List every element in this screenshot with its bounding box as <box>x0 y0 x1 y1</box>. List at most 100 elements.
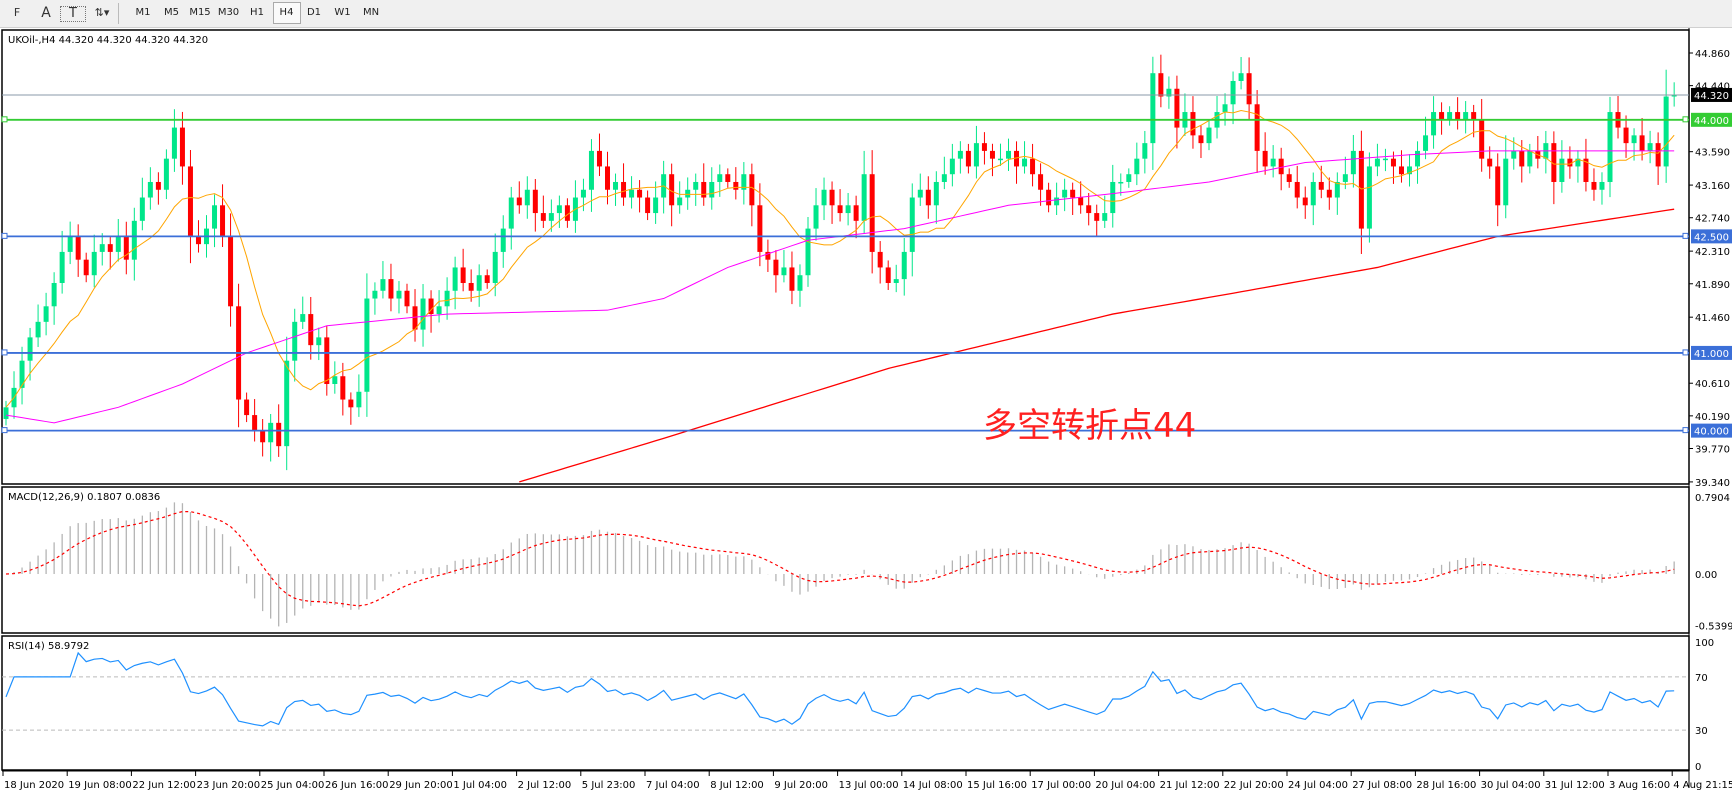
time-axis-label: 22 Jun 12:00 <box>132 780 196 791</box>
candle <box>1407 154 1412 187</box>
candle-body <box>420 298 426 330</box>
text-label-icon[interactable]: T <box>60 6 86 22</box>
candle <box>123 221 129 275</box>
candle <box>524 176 530 219</box>
candle-body <box>1639 135 1645 151</box>
candle <box>1278 147 1284 191</box>
candle <box>484 269 490 289</box>
level-handle <box>1 116 8 123</box>
timeframe-m15-button[interactable]: M15 <box>189 7 211 18</box>
candle-body <box>195 236 201 245</box>
chart-window[interactable]: 44.860 44.440 43.590 43.160 42.740 42.310 41.8… <box>0 28 1732 793</box>
candle <box>332 361 338 394</box>
candle-body <box>580 189 586 198</box>
candle-body <box>749 174 755 206</box>
candle <box>1150 56 1156 170</box>
candle <box>1126 168 1132 188</box>
candle <box>460 248 466 292</box>
candle <box>1607 96 1613 198</box>
candle-body <box>877 251 883 268</box>
candle-body <box>1551 143 1557 182</box>
candle-body <box>741 174 747 190</box>
candle-body <box>1559 158 1565 182</box>
candle-body <box>1567 158 1573 167</box>
rsi-axis-label: 70 <box>1695 673 1708 684</box>
price-axis-label: 39.340 <box>1695 478 1730 489</box>
level-handle <box>1 349 8 356</box>
timeframe-mn-button[interactable]: MN <box>362 7 380 18</box>
rsi-axis-label: 100 <box>1695 638 1714 649</box>
candle-body <box>693 181 699 190</box>
candle <box>588 139 594 212</box>
candle-body <box>548 213 554 221</box>
candle-body <box>1158 73 1164 97</box>
candle-body <box>67 236 73 252</box>
timeframe-m5-button[interactable]: M5 <box>164 7 179 18</box>
text-icon[interactable]: A <box>34 3 58 23</box>
level-price-tag <box>1691 423 1732 438</box>
candle-body <box>324 337 330 385</box>
time-axis-label: 20 Jul 04:00 <box>1095 780 1155 791</box>
candle <box>1014 141 1020 184</box>
candle <box>388 263 394 312</box>
candle-body <box>1655 143 1661 167</box>
level-price-label: 44.000 <box>1694 116 1729 127</box>
level-handle <box>1 427 8 434</box>
candle <box>1575 150 1581 183</box>
candle <box>1094 204 1100 238</box>
timeframe-h4-button[interactable]: H4 <box>272 2 301 24</box>
candle <box>869 150 875 274</box>
rsi-axis-label: 30 <box>1695 726 1708 737</box>
candle <box>877 241 883 284</box>
candle <box>228 213 234 327</box>
candle-body <box>789 267 795 291</box>
candle-body <box>1575 158 1581 167</box>
candle-body <box>1415 150 1421 167</box>
candle-body <box>1366 166 1372 229</box>
candle <box>1463 101 1469 134</box>
timeframe-h1-button[interactable]: H1 <box>250 7 264 18</box>
candle <box>709 167 715 210</box>
chart-canvas[interactable]: 44.860 44.440 43.590 43.160 42.740 42.310 41.8… <box>0 28 1732 793</box>
candle-body <box>99 244 105 252</box>
candle <box>1655 132 1661 185</box>
candle <box>1527 143 1533 174</box>
time-axis-label: 14 Jul 08:00 <box>903 780 963 791</box>
timeframe-w1-button[interactable]: W1 <box>334 7 351 18</box>
price-axis-label: 43.590 <box>1695 148 1730 159</box>
candle <box>292 308 298 382</box>
time-axis-label: 8 Jul 12:00 <box>710 780 764 791</box>
rsi-title: RSI(14) 58.9792 <box>8 641 89 652</box>
candle-body <box>1663 96 1669 167</box>
arrows-icon[interactable]: ⇅▾ <box>94 6 110 19</box>
time-axis-label: 25 Jun 04:00 <box>261 780 325 791</box>
candle-body <box>1046 189 1052 206</box>
candle <box>316 327 322 361</box>
candle <box>1134 142 1140 186</box>
macd-axis-label: -0.5399 <box>1695 621 1732 632</box>
grid-f-icon[interactable]: F <box>2 3 32 23</box>
timeframe-m30-button[interactable]: M30 <box>217 7 240 18</box>
candle-body <box>308 314 314 346</box>
candle-body <box>83 259 89 276</box>
candle-body <box>869 174 875 252</box>
candle-body <box>685 189 691 198</box>
candle <box>548 199 554 232</box>
candle-body <box>1022 158 1028 167</box>
candle-body <box>244 399 250 416</box>
candle <box>789 251 795 305</box>
candle-body <box>1246 73 1252 105</box>
candle-body <box>997 158 1003 161</box>
dropdown-arrow: ▾ <box>103 6 110 19</box>
candle <box>1479 98 1485 172</box>
candle-body <box>1671 94 1677 97</box>
candle <box>19 346 25 405</box>
timeframe-m1-button[interactable]: M1 <box>135 7 151 18</box>
macd-axis-label: 0.7904 <box>1695 493 1730 504</box>
candle-body <box>1038 174 1044 190</box>
level-handle <box>1682 427 1689 434</box>
candle-body <box>35 321 41 338</box>
candle <box>1415 141 1421 184</box>
timeframe-d1-button[interactable]: D1 <box>306 7 322 18</box>
time-axis-label: 27 Jul 08:00 <box>1352 780 1412 791</box>
